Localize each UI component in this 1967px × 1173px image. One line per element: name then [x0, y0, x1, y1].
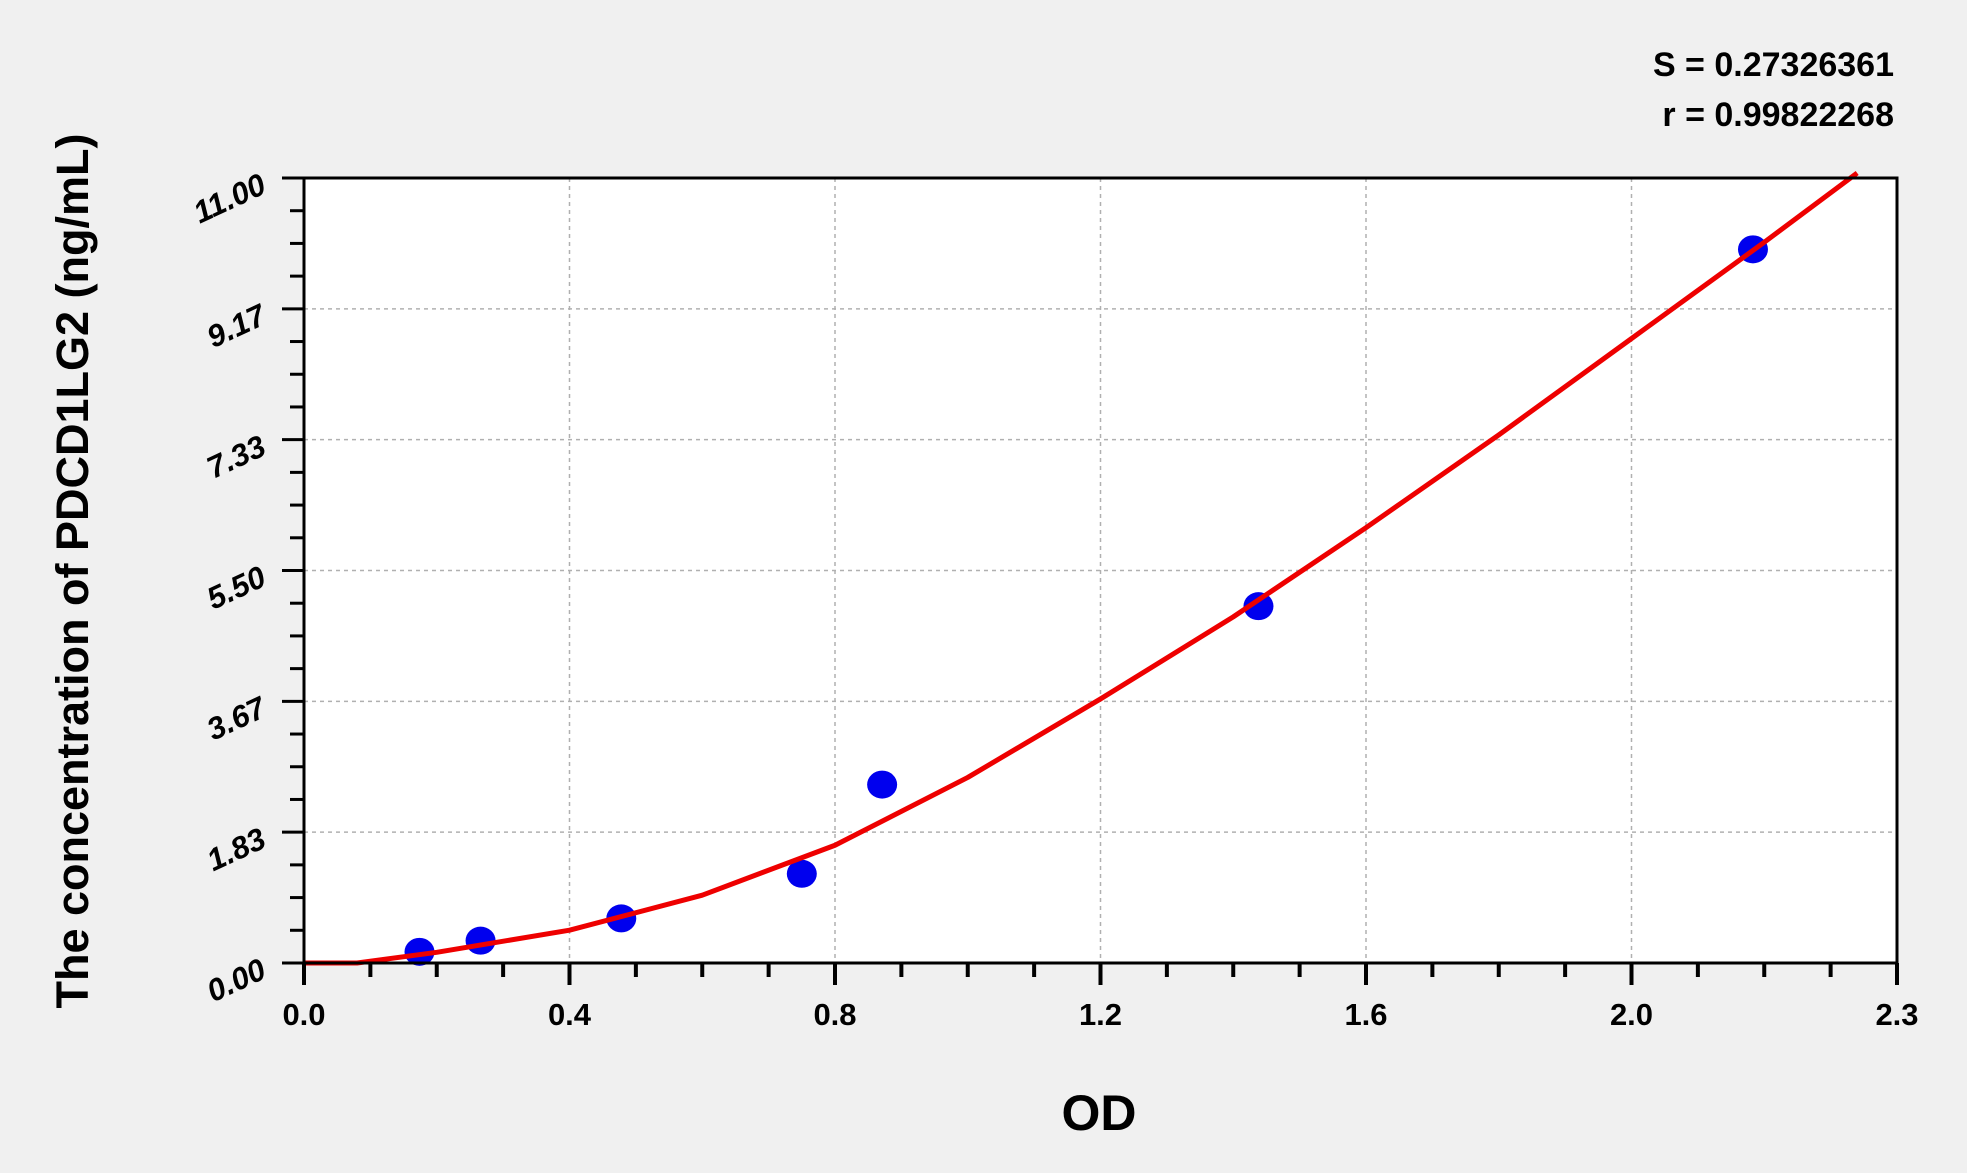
gridlines — [304, 178, 1897, 963]
x-tick-label: 0.4 — [548, 997, 592, 1032]
x-tick-label: 0.8 — [813, 997, 856, 1032]
y-tick-label: 5.50 — [201, 559, 270, 616]
x-tick-label: 2.0 — [1610, 997, 1653, 1032]
s-statistic: S = 0.27326361 — [1653, 46, 1894, 84]
fit-curve-group — [304, 170, 1859, 966]
x-tick-label: 0.0 — [282, 997, 325, 1032]
fit-curve — [304, 170, 1859, 966]
y-axis-title: The concentration of PDCD1LG2 (ng/mL) — [47, 133, 98, 1008]
y-tick-label: 1.83 — [201, 821, 270, 878]
y-tick-label: 3.67 — [201, 689, 272, 747]
r-statistic: r = 0.99822268 — [1662, 96, 1894, 134]
x-axis-ticks: 0.0 0.4 0.8 1.2 1.6 2.0 2.3 — [282, 963, 1919, 1032]
x-axis-title: OD — [1062, 1085, 1137, 1141]
data-point — [404, 937, 435, 966]
y-tick-label: 0.00 — [201, 952, 270, 1009]
data-point — [465, 926, 496, 955]
data-point — [1243, 592, 1274, 621]
x-tick-label: 1.6 — [1344, 997, 1387, 1032]
data-point — [786, 859, 817, 888]
y-tick-label: 9.17 — [201, 297, 272, 355]
y-tick-label: 7.33 — [201, 428, 270, 485]
y-axis-ticks: 0.00 1.83 3.67 5.50 7.33 9.17 11.00 — [188, 167, 304, 1009]
x-tick-label: 1.2 — [1079, 997, 1122, 1032]
data-point — [867, 770, 898, 799]
y-tick-label: 11.00 — [188, 167, 271, 231]
x-tick-label: 2.3 — [1875, 997, 1918, 1032]
